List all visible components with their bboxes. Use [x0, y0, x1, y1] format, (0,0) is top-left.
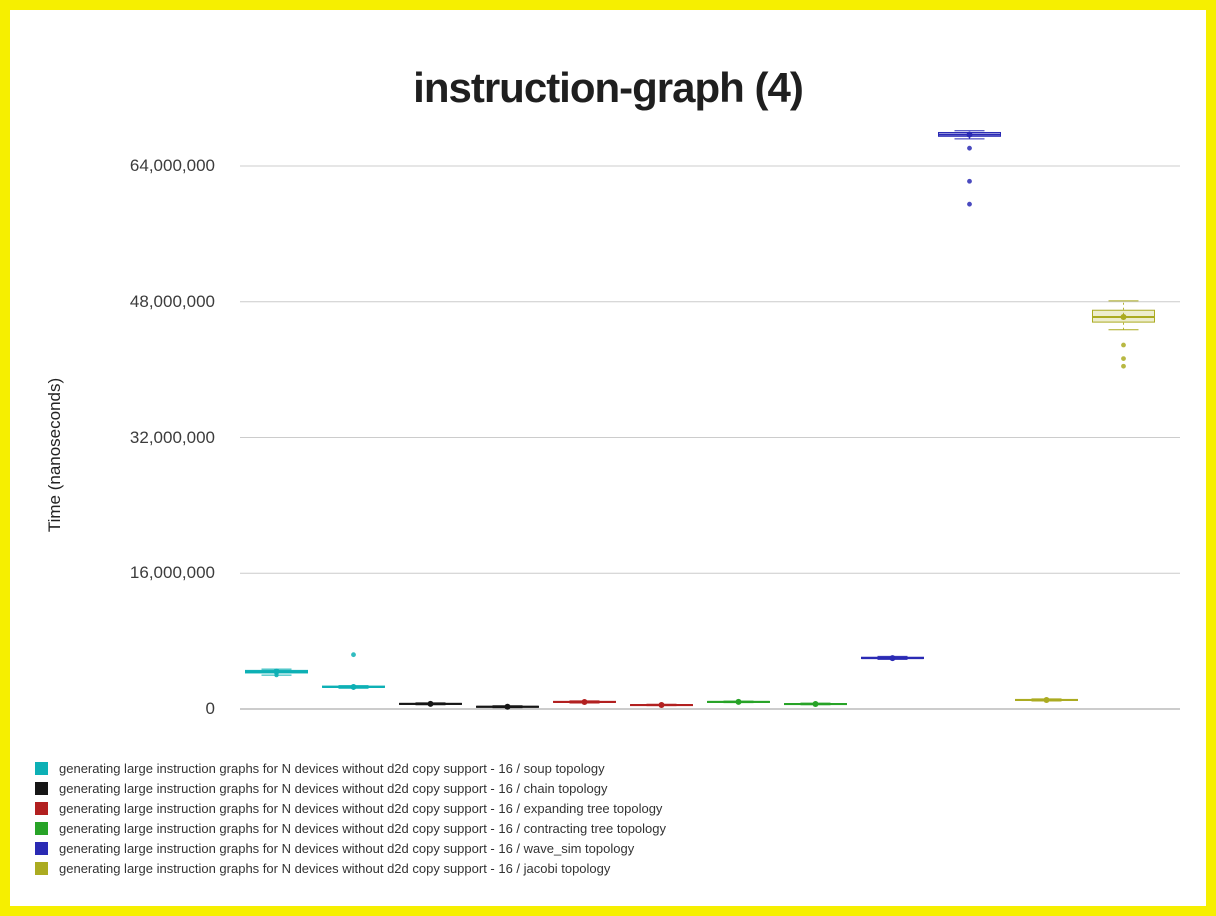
y-tick-label: 32,000,000: [129, 427, 215, 447]
median-dot: [350, 683, 357, 690]
box-mark-series4-0[interactable]: [861, 655, 924, 662]
legend-label: generating large instruction graphs for …: [59, 840, 635, 856]
y-axis-tick-labels: 0 16,000,000 32,000,000 48,000,000 64,000,00…: [58, 0, 215, 916]
box-mark-series1-0[interactable]: [399, 700, 462, 707]
median-dot: [427, 700, 434, 707]
median-dot: [273, 668, 280, 675]
median-dot: [1043, 697, 1050, 704]
legend-label: generating large instruction graphs for …: [59, 860, 611, 876]
median-dot: [966, 131, 973, 138]
y-tick-label: 16,000,000: [129, 563, 215, 583]
legend-color-swatch: [35, 801, 48, 815]
box-mark-series3-1[interactable]: [784, 700, 847, 707]
outlier-point: [967, 178, 972, 184]
legend-item: generating large instruction graphs for …: [35, 840, 666, 856]
legend: generating large instruction graphs for …: [35, 760, 667, 876]
legend-color-swatch: [35, 861, 48, 875]
outlier-point: [967, 201, 972, 207]
y-tick-label: 64,000,000: [129, 156, 215, 175]
box-mark-series2-0[interactable]: [553, 698, 616, 705]
outlier-point: [1121, 356, 1126, 361]
box-mark-series2-1[interactable]: [630, 702, 693, 709]
chart-title: instruction-graph (4): [413, 64, 804, 112]
box-mark-series5-0[interactable]: [1015, 697, 1078, 704]
legend-color-swatch: [35, 841, 48, 855]
box-mark-series3-0[interactable]: [707, 698, 770, 705]
median-dot: [812, 700, 819, 707]
outlier-point: [1121, 342, 1126, 348]
y-tick-label: 48,000,000: [129, 291, 215, 311]
box-mark-series0-1[interactable]: [322, 652, 385, 690]
median-dot: [504, 703, 511, 710]
box-mark-series0-0[interactable]: [245, 668, 308, 678]
median-dot: [1120, 314, 1127, 321]
median-dot: [735, 698, 742, 705]
box-mark-series5-1[interactable]: [1092, 300, 1155, 369]
y-tick-label: 0: [205, 699, 215, 718]
legend-color-swatch: [35, 781, 48, 795]
median-dot: [889, 655, 896, 662]
outlier-point: [967, 145, 972, 151]
legend-item: generating large instruction graphs for …: [35, 820, 667, 836]
box-mark-series4-1[interactable]: [938, 130, 1001, 207]
legend-item: generating large instruction graphs for …: [35, 760, 666, 776]
median-dot: [581, 698, 588, 705]
legend-item: generating large instruction graphs for …: [35, 800, 666, 816]
legend-label: generating large instruction graphs for …: [59, 760, 605, 776]
legend-label: generating large instruction graphs for …: [59, 820, 667, 836]
legend-label: generating large instruction graphs for …: [59, 800, 663, 816]
sample-point: [274, 672, 279, 678]
outlier-point: [351, 652, 356, 658]
outlier-point: [1121, 363, 1126, 369]
box-mark-series1-1[interactable]: [476, 703, 539, 710]
legend-item: generating large instruction graphs for …: [35, 780, 666, 796]
legend-item: generating large instruction graphs for …: [35, 860, 666, 876]
legend-label: generating large instruction graphs for …: [59, 780, 608, 796]
median-dot: [658, 702, 665, 709]
legend-color-swatch: [35, 761, 48, 775]
legend-color-swatch: [35, 821, 48, 835]
